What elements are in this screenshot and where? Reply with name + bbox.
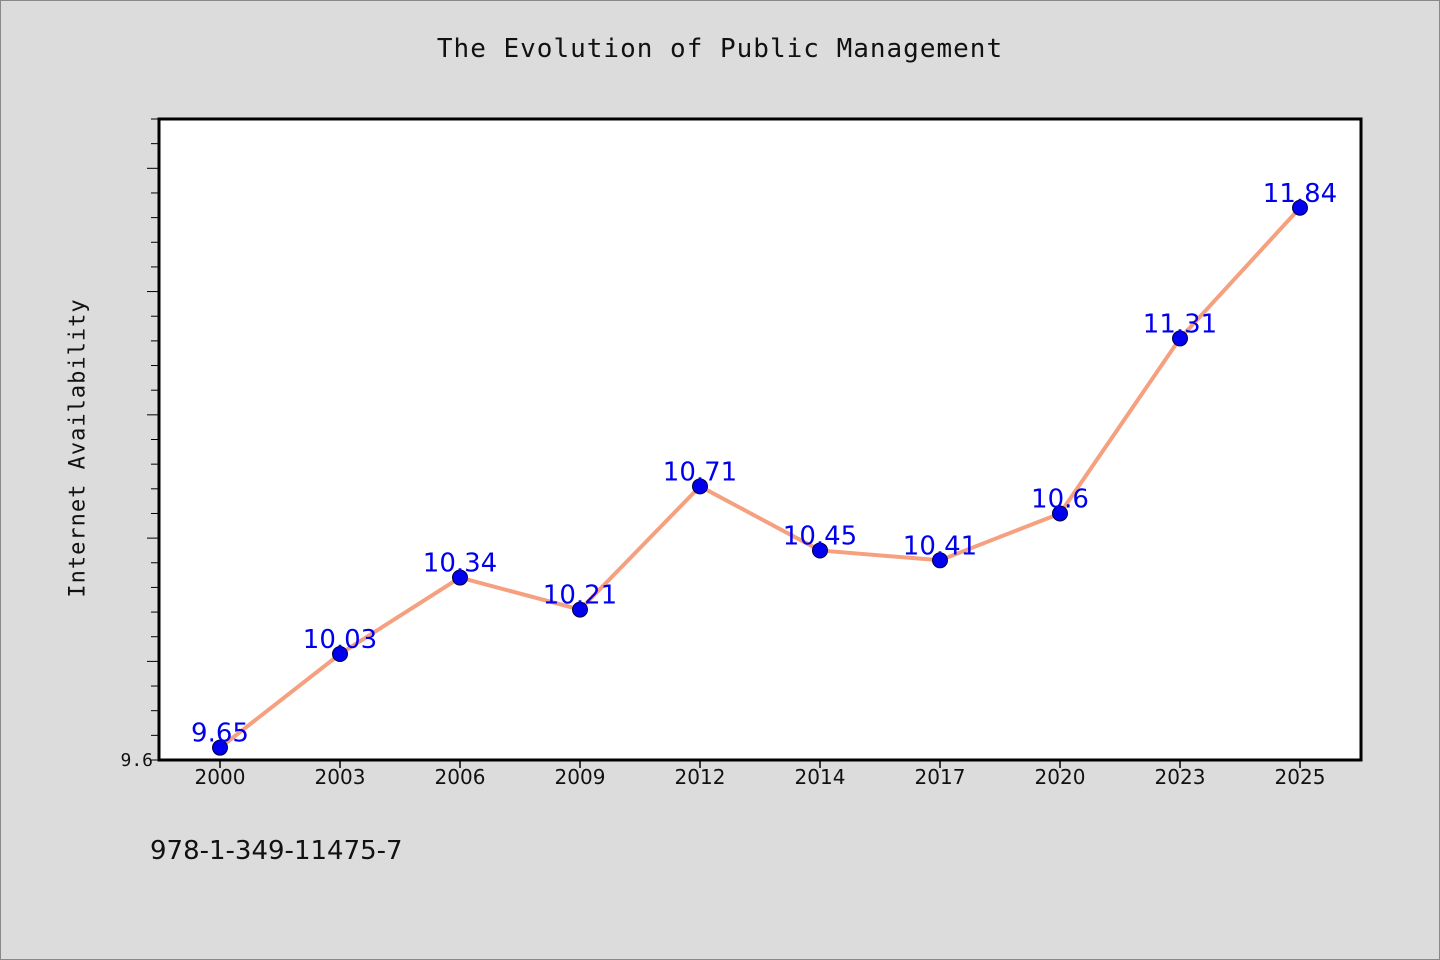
data-label: 11.84 xyxy=(1263,179,1337,209)
x-tick-label: 2014 xyxy=(795,765,846,789)
data-label: 10.71 xyxy=(663,457,737,487)
x-tick-label: 2009 xyxy=(555,765,606,789)
y-tick-label: 9.6 xyxy=(120,750,153,771)
data-label: 10.45 xyxy=(783,521,857,551)
data-point xyxy=(212,739,228,756)
x-tick-label: 2025 xyxy=(1275,765,1326,789)
data-label: 9.65 xyxy=(191,719,249,749)
x-tick-label: 2012 xyxy=(675,765,726,789)
data-label: 10.21 xyxy=(543,581,617,611)
x-tick-label: 2006 xyxy=(435,765,486,789)
series-line xyxy=(218,206,1302,750)
y-axis-ticks: 9.6 xyxy=(120,118,159,771)
data-point xyxy=(812,542,828,559)
x-tick-label: 2020 xyxy=(1035,765,1086,789)
x-tick-label: 2003 xyxy=(315,765,366,789)
data-label: 10.6 xyxy=(1031,484,1089,514)
data-point xyxy=(572,601,588,618)
data-point xyxy=(1292,199,1308,216)
data-label: 10.41 xyxy=(903,531,977,561)
isbn-text: 978-1-349-11475-7 xyxy=(150,836,403,866)
x-tick-label: 2023 xyxy=(1155,765,1206,789)
x-axis-ticks: 2000 2003 2006 2009 2012 2014 2017 2020 2023 2025 xyxy=(195,760,1326,789)
data-point xyxy=(1172,330,1188,347)
x-tick-label: 2000 xyxy=(195,765,246,789)
data-label: 11.31 xyxy=(1143,309,1217,339)
data-point xyxy=(332,645,348,662)
data-point xyxy=(692,478,708,495)
x-tick-label: 2017 xyxy=(915,765,966,789)
data-labels: 9.65 10.03 10.34 10.21 10.71 10.45 10.41 10.6 11… xyxy=(191,179,1337,749)
data-point xyxy=(932,552,948,569)
data-point xyxy=(1052,505,1068,522)
data-label: 10.03 xyxy=(303,625,377,655)
series-markers xyxy=(212,199,1308,756)
plot-area xyxy=(157,117,1363,762)
data-point xyxy=(452,569,468,586)
data-label: 10.34 xyxy=(423,549,497,579)
chart-title: The Evolution of Public Management xyxy=(436,34,1004,64)
